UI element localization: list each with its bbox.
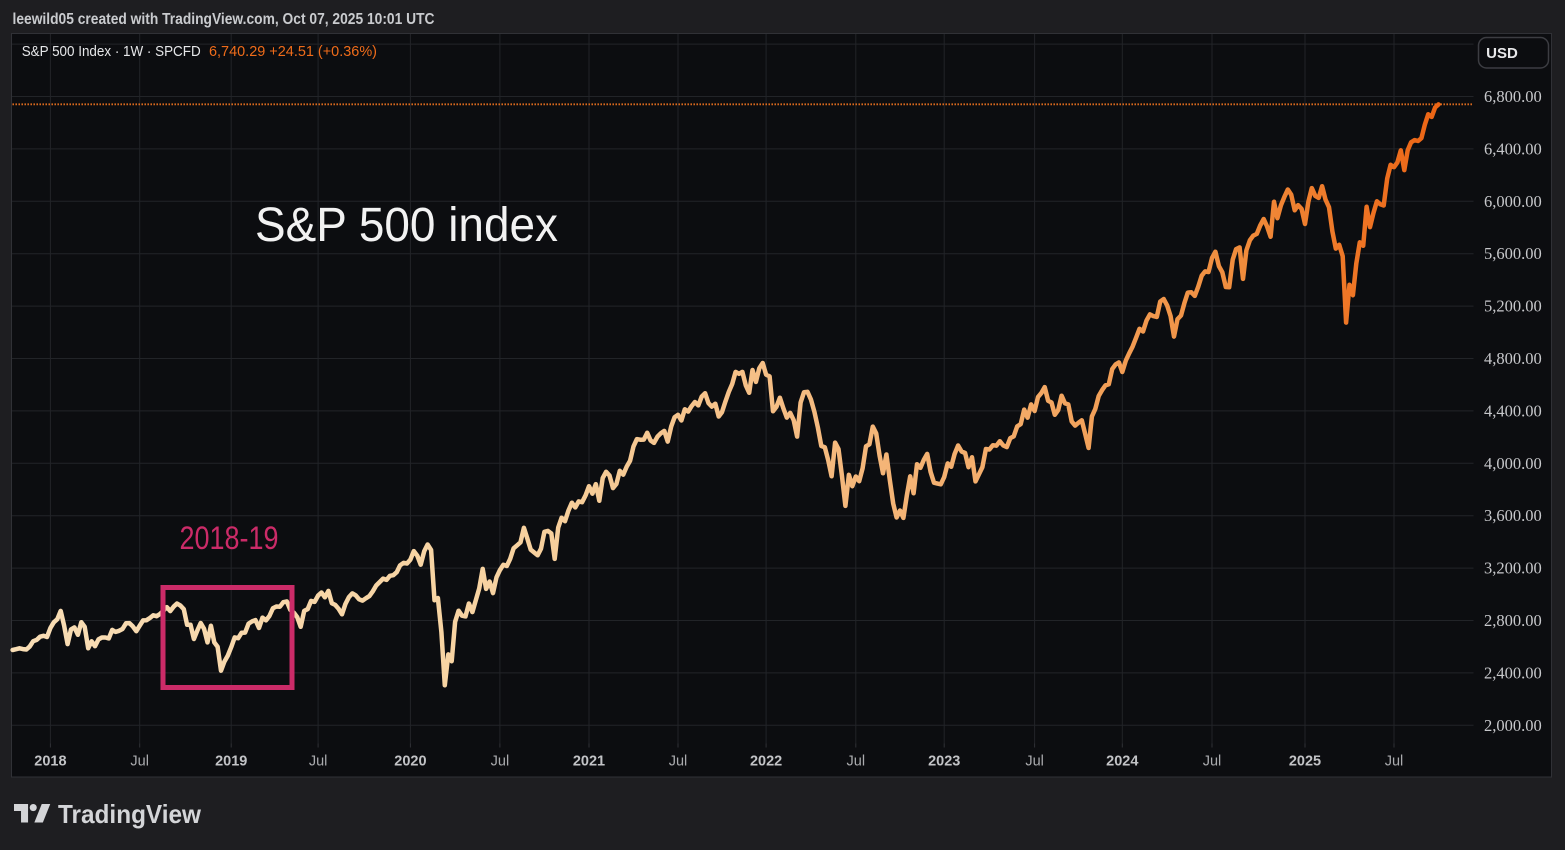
svg-text:leewild05 created with Trading: leewild05 created with TradingView.com, … xyxy=(13,11,435,28)
svg-text:TradingView: TradingView xyxy=(58,799,202,829)
svg-text:2024: 2024 xyxy=(1106,754,1138,770)
svg-text:3,200.00: 3,200.00 xyxy=(1484,559,1542,578)
svg-text:USD: USD xyxy=(1486,45,1518,62)
svg-text:2023: 2023 xyxy=(928,754,960,770)
svg-text:5,200.00: 5,200.00 xyxy=(1484,297,1542,316)
svg-text:Jul: Jul xyxy=(847,754,866,770)
svg-text:Jul: Jul xyxy=(669,754,688,770)
svg-text:Jul: Jul xyxy=(309,754,328,770)
svg-text:6,800.00: 6,800.00 xyxy=(1484,87,1542,106)
svg-text:Jul: Jul xyxy=(130,754,149,770)
svg-text:2021: 2021 xyxy=(573,754,605,770)
svg-text:Jul: Jul xyxy=(1203,754,1222,770)
svg-text:2019: 2019 xyxy=(215,754,247,770)
svg-text:2018: 2018 xyxy=(34,754,66,770)
svg-text:Jul: Jul xyxy=(1385,754,1404,770)
svg-text:S&P 500 Index · 1W · SPCFD: S&P 500 Index · 1W · SPCFD xyxy=(22,43,201,60)
svg-text:Jul: Jul xyxy=(491,754,510,770)
svg-text:5,600.00: 5,600.00 xyxy=(1484,244,1542,263)
svg-text:4,400.00: 4,400.00 xyxy=(1484,401,1542,420)
svg-text:4,000.00: 4,000.00 xyxy=(1484,454,1542,473)
svg-text:2,400.00: 2,400.00 xyxy=(1484,663,1542,682)
svg-text:2,000.00: 2,000.00 xyxy=(1484,716,1542,735)
svg-text:4,800.00: 4,800.00 xyxy=(1484,349,1542,368)
svg-text:2018-19: 2018-19 xyxy=(180,520,279,556)
svg-text:6,400.00: 6,400.00 xyxy=(1484,139,1542,158)
svg-text:6,000.00: 6,000.00 xyxy=(1484,192,1542,211)
svg-text:Jul: Jul xyxy=(1025,754,1044,770)
svg-text:2025: 2025 xyxy=(1289,754,1321,770)
svg-text:2022: 2022 xyxy=(750,754,782,770)
svg-text:2020: 2020 xyxy=(394,754,426,770)
svg-text:3,600.00: 3,600.00 xyxy=(1484,506,1542,525)
svg-text:S&P 500 index: S&P 500 index xyxy=(255,199,558,252)
svg-text:6,740.29 +24.51 (+0.36%): 6,740.29 +24.51 (+0.36%) xyxy=(209,43,377,60)
svg-text:2,800.00: 2,800.00 xyxy=(1484,611,1542,630)
